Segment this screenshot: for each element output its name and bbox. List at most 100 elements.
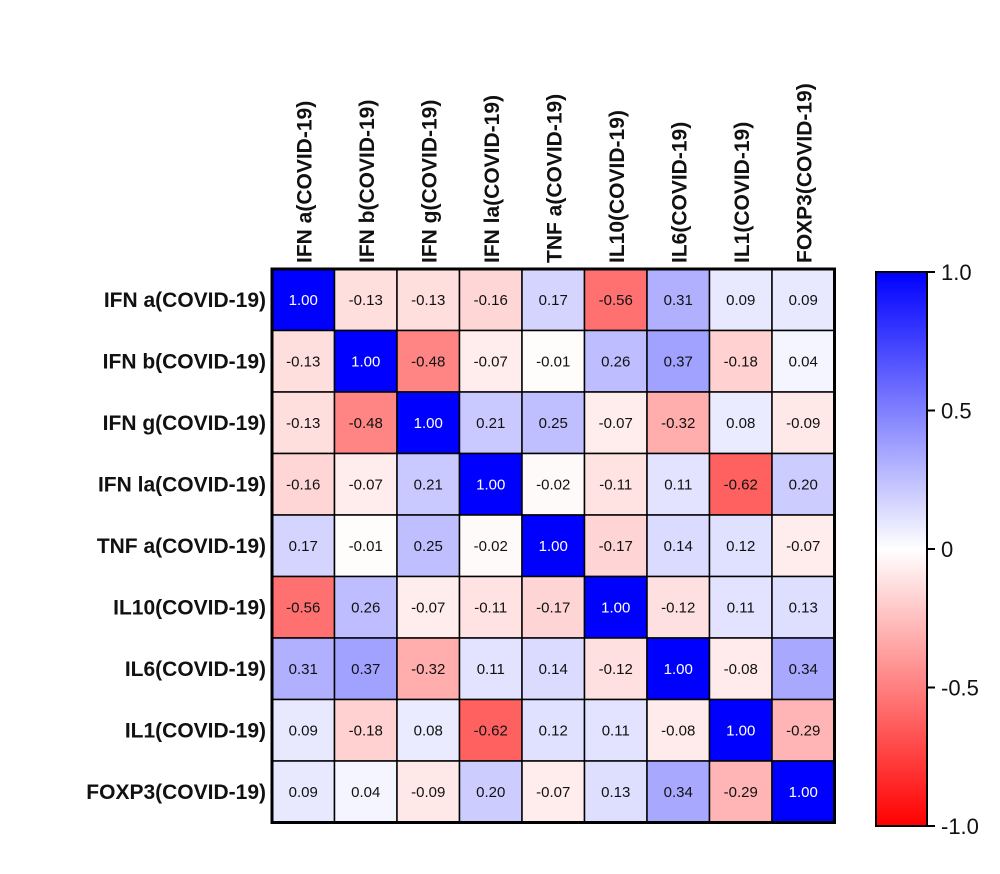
cell-value-label: 0.25 [539, 415, 568, 432]
heatmap-cell [271, 329, 336, 393]
heatmap-cell [521, 329, 586, 393]
heatmap-cell [708, 575, 773, 639]
cell-value-label: -0.12 [661, 599, 695, 616]
heatmap-cell [396, 760, 461, 824]
cell-value-label: 1.00 [601, 599, 630, 616]
heatmap-cell [333, 637, 398, 701]
heatmap-cell [521, 698, 586, 762]
heatmap-cell [271, 698, 336, 762]
column-label: IL10(COVID-19) [606, 110, 629, 263]
row-label: FOXP3(COVID-19) [86, 781, 266, 804]
cell-value-label: 0.31 [289, 661, 318, 678]
row-label: IFN a(COVID-19) [104, 289, 266, 312]
colorbar: 1.0 0.5 0 -0.5 -1.0 [875, 260, 979, 839]
column-label: IFN g(COVID-19) [418, 100, 441, 263]
heatmap-cell [646, 760, 711, 824]
heatmap-cell [646, 514, 711, 578]
cell-value-label: -0.56 [286, 599, 320, 616]
heatmap-cell [333, 452, 398, 516]
heatmap-cell [396, 391, 461, 455]
cell-value-label: 0.13 [789, 599, 818, 616]
cell-value-label: -0.18 [349, 722, 383, 739]
heatmap-cell [646, 637, 711, 701]
heatmap-cell [333, 760, 398, 824]
cell-value-label: -0.32 [661, 415, 695, 432]
cell-value-label: 0.26 [351, 599, 380, 616]
heatmap-cell [458, 452, 523, 516]
cell-value-label: 0.11 [664, 476, 692, 493]
heatmap-cell [583, 698, 648, 762]
heatmap-cell [271, 514, 336, 578]
cell-value-label: -0.07 [474, 353, 508, 370]
heatmap-cell [333, 268, 398, 332]
cell-value-label: 1.00 [351, 353, 380, 370]
heatmap-cell [458, 391, 523, 455]
cell-value-label: 1.00 [789, 784, 818, 801]
heatmap-cell [771, 760, 836, 824]
cell-value-label: -0.07 [536, 784, 570, 801]
heatmap-cell [583, 514, 648, 578]
column-label: TNF a(COVID-19) [543, 94, 566, 263]
row-labels: IFN a(COVID-19) IFN b(COVID-19) IFN g(COVI… [86, 289, 266, 804]
cell-value-label: -0.11 [474, 599, 507, 616]
heatmap-cell [771, 698, 836, 762]
row-label: IFN la(COVID-19) [98, 473, 266, 496]
heatmap-cell [708, 329, 773, 393]
cell-value-label: 1.00 [664, 661, 693, 678]
heatmap-cell [271, 760, 336, 824]
heatmap-cell [583, 575, 648, 639]
cell-value-label: 0.08 [726, 415, 755, 432]
cell-value-label: -0.17 [536, 599, 570, 616]
heatmap-cell [583, 760, 648, 824]
cell-value-label: -0.09 [786, 415, 820, 432]
heatmap-cell [771, 452, 836, 516]
row-label: IL1(COVID-19) [125, 719, 266, 742]
heatmap-cell [771, 391, 836, 455]
heatmap-border [270, 267, 836, 824]
heatmap-cell [271, 637, 336, 701]
cell-value-label: -0.08 [661, 722, 695, 739]
heatmap-cell [333, 575, 398, 639]
cell-value-label: -0.07 [411, 599, 445, 616]
cell-value-label: -0.07 [349, 476, 383, 493]
cell-value-label: 0.09 [726, 292, 755, 309]
row-label: IL6(COVID-19) [125, 658, 266, 681]
cell-value-label: 0.34 [664, 784, 693, 801]
heatmap-cell [271, 575, 336, 639]
cell-value-label: -0.09 [411, 784, 445, 801]
heatmap-cell [458, 698, 523, 762]
cell-value-label: -0.07 [786, 538, 820, 555]
heatmap-cell [458, 575, 523, 639]
cell-value-label: -0.02 [536, 476, 570, 493]
cell-value-label: -0.62 [474, 722, 508, 739]
cell-value-label: 0.31 [664, 292, 693, 309]
cell-value-label: -0.13 [411, 292, 445, 309]
column-label: IL6(COVID-19) [668, 122, 691, 263]
cell-value-label: -0.08 [724, 661, 758, 678]
cell-value-label: 0.11 [477, 661, 505, 678]
heatmap-cell [771, 514, 836, 578]
row-label: IL10(COVID-19) [113, 596, 266, 619]
cell-value-label: 0.34 [789, 661, 818, 678]
cell-value-label: 0.09 [289, 784, 318, 801]
cell-value-label: -0.16 [474, 292, 508, 309]
cell-value-label: -0.11 [599, 476, 632, 493]
column-label: IL1(COVID-19) [731, 122, 754, 263]
colorbar-tick-label: 0.5 [941, 399, 972, 424]
heatmap-cell [521, 637, 586, 701]
cell-value-label: 0.20 [476, 784, 505, 801]
cell-value-label: 0.25 [414, 538, 443, 555]
cell-value-label: 0.11 [602, 722, 630, 739]
colorbar-tick-label: 1.0 [941, 260, 972, 285]
heatmap-cell [521, 575, 586, 639]
cell-value-label: 0.21 [476, 415, 505, 432]
cell-value-label: -0.16 [286, 476, 320, 493]
heatmap-cell [771, 329, 836, 393]
heatmap-cell [396, 575, 461, 639]
cell-value-label: 0.12 [539, 722, 568, 739]
cell-value-label: -0.48 [349, 415, 383, 432]
heatmap-cell [708, 268, 773, 332]
colorbar-tick-label: -1.0 [941, 814, 979, 839]
cell-value-label: -0.56 [599, 292, 633, 309]
heatmap-cell [458, 514, 523, 578]
